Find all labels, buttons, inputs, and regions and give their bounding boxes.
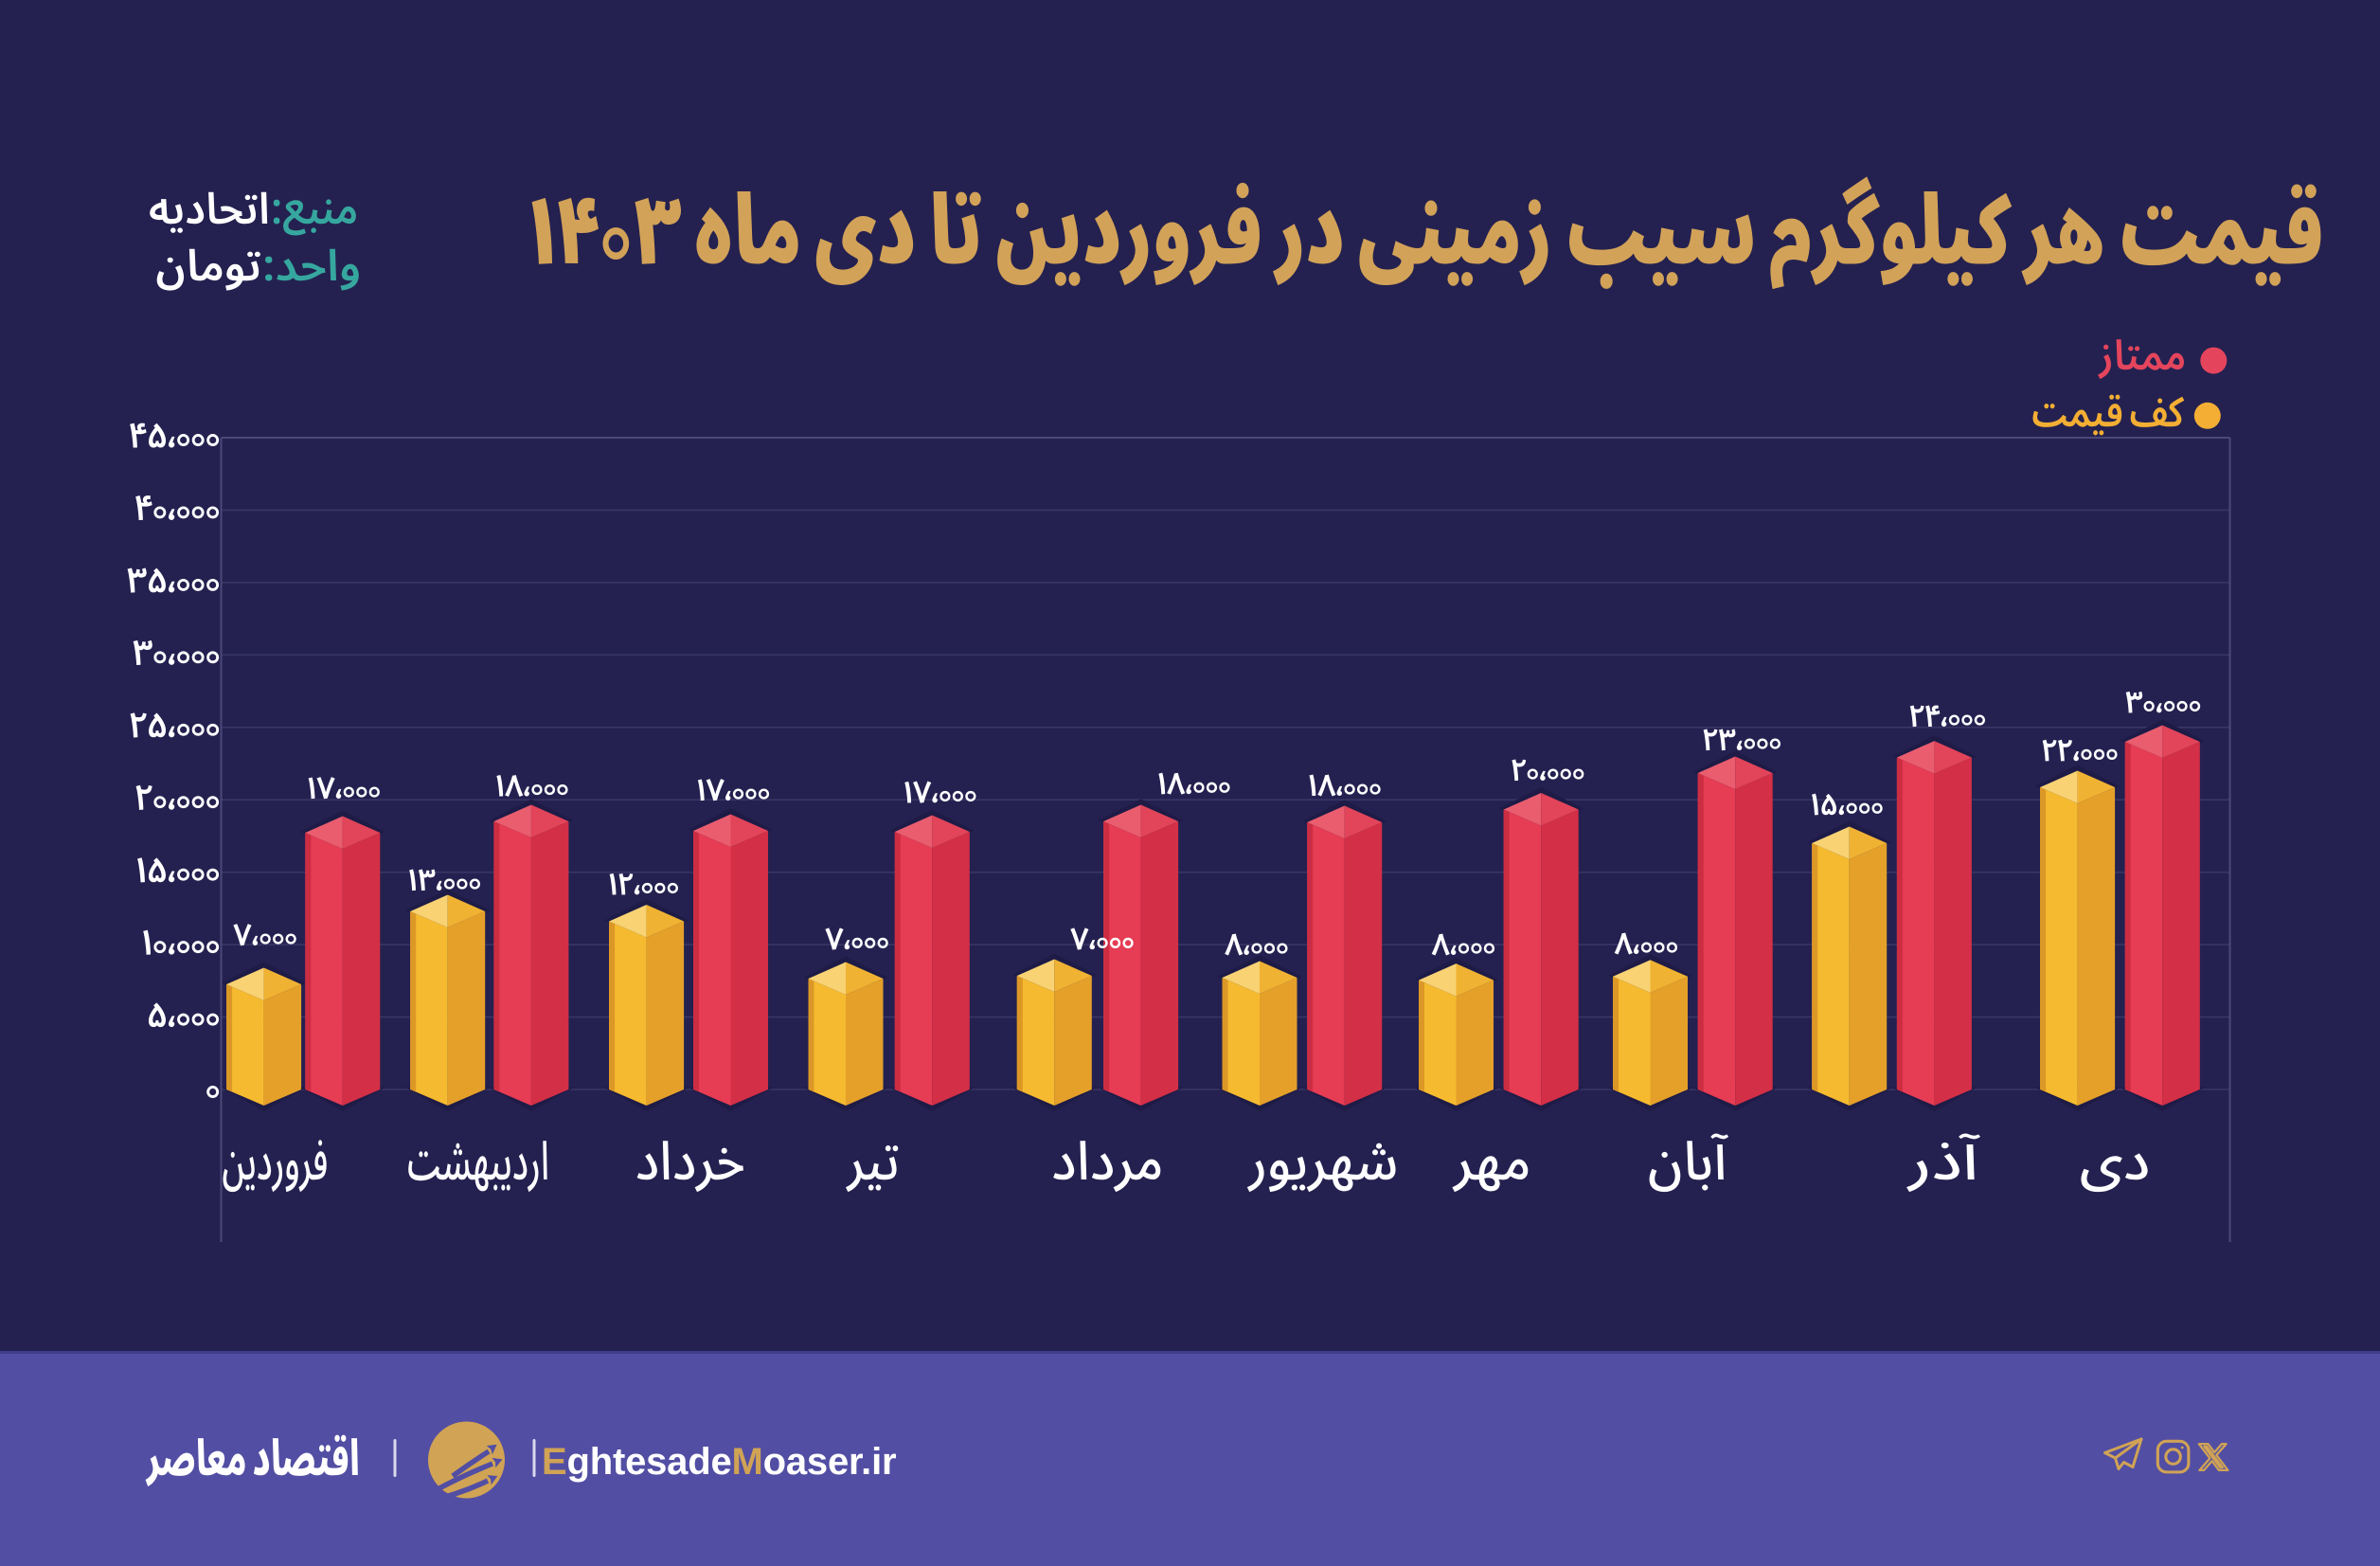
svg-text:EghtesadeMoaser.ir: EghtesadeMoaser.ir — [542, 1441, 896, 1483]
